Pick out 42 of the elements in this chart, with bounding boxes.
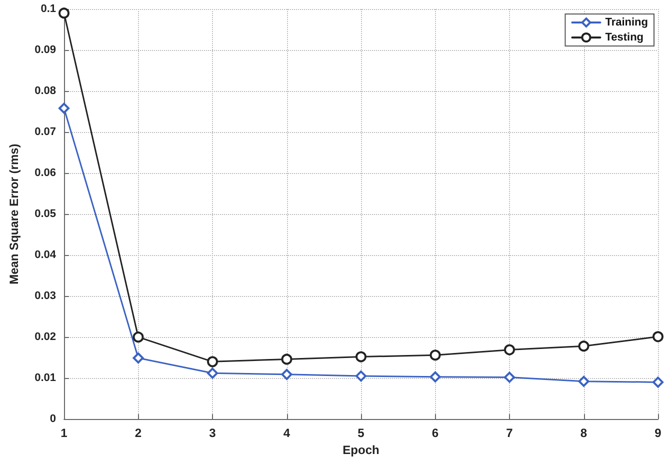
point — [207, 368, 218, 379]
y-tick-label: 0 — [50, 413, 56, 426]
x-tick-label: 3 — [209, 426, 216, 440]
x-tick-label: 9 — [654, 426, 662, 440]
x-tick-label: 6 — [432, 426, 439, 440]
y-tick-label: 0.03 — [34, 290, 56, 302]
x-tick-label: 1 — [60, 426, 68, 440]
point — [132, 332, 144, 343]
y-tick-label: 0.04 — [34, 249, 57, 262]
point — [430, 350, 441, 361]
point — [504, 344, 515, 356]
point — [430, 371, 441, 382]
x-tick-label: 8 — [580, 426, 588, 440]
y-tick-label: 0.02 — [34, 331, 56, 344]
y-tick-label: 0.01 — [34, 372, 56, 384]
point — [281, 354, 292, 365]
point — [652, 376, 664, 388]
y-tick-label: 0.1 — [40, 3, 56, 15]
y-tick-label: 0.09 — [34, 44, 56, 56]
point — [356, 351, 366, 362]
point — [652, 331, 664, 342]
legend-label: Testing — [605, 32, 644, 44]
point — [132, 352, 144, 364]
point — [58, 102, 70, 114]
x-tick-label: 5 — [358, 426, 365, 440]
y-tick-label: 0.08 — [34, 85, 56, 98]
legend-label: Training — [605, 16, 648, 28]
y-tick-label: 0.05 — [34, 208, 56, 220]
x-tick-label: 2 — [134, 426, 142, 440]
y-axis-title: Mean Square Error (rms) — [7, 144, 21, 284]
x-axis-title: Epoch — [342, 443, 380, 457]
point — [504, 372, 515, 383]
y-tick-label: 0.06 — [34, 167, 56, 180]
point — [281, 368, 292, 380]
point — [58, 8, 70, 19]
y-tick-label: 0.07 — [34, 126, 56, 138]
x-tick-label: 4 — [283, 426, 290, 440]
point — [207, 356, 218, 368]
point — [578, 340, 590, 352]
point — [356, 370, 366, 382]
point — [578, 376, 590, 387]
x-tick-label: 7 — [506, 426, 514, 440]
